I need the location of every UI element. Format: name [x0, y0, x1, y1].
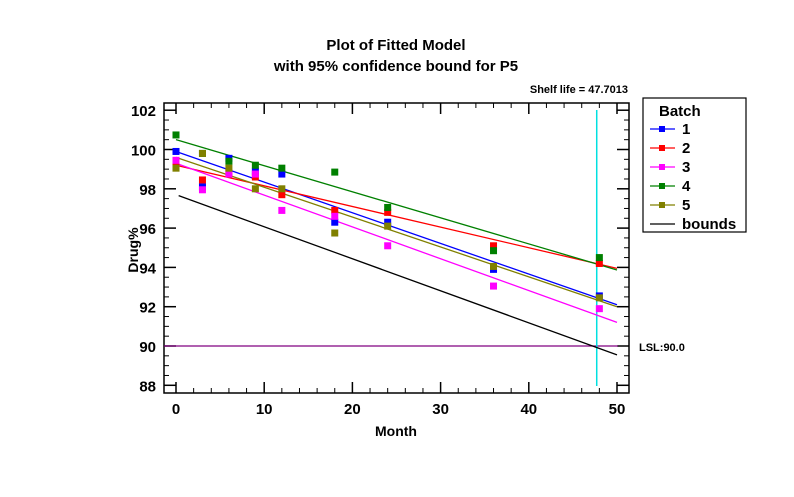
- legend-label: 3: [682, 159, 690, 176]
- legend-marker-4: [659, 183, 665, 189]
- legend-marker-3: [659, 164, 665, 170]
- plot-frame: [163, 102, 630, 394]
- x-tick-label: 30: [432, 401, 449, 418]
- data-point-batch-3: [331, 212, 339, 220]
- fit-line-batch-1: [175, 150, 618, 306]
- confidence-bound-line: [178, 195, 618, 356]
- data-point-batch-4: [172, 131, 180, 139]
- x-tick-label: 50: [609, 401, 626, 418]
- data-point-batch-3: [198, 186, 206, 194]
- fit-line-batch-5: [175, 156, 618, 308]
- data-point-batch-3: [251, 170, 259, 178]
- x-tick-label: 20: [344, 401, 361, 418]
- legend-label: bounds: [682, 216, 736, 233]
- y-tick-label: 100: [131, 143, 156, 160]
- data-point-batch-4: [490, 247, 498, 255]
- data-point-batch-2: [278, 191, 286, 199]
- y-tick-label: 98: [139, 182, 156, 199]
- fit-line-batch-4: [175, 139, 618, 271]
- y-tick-label: 92: [139, 300, 156, 317]
- data-point-batch-1: [278, 170, 286, 178]
- data-point-batch-5: [172, 164, 180, 172]
- data-point-batch-5: [198, 149, 206, 157]
- y-tick-label: 90: [139, 339, 156, 356]
- y-tick-label: 94: [139, 260, 156, 277]
- legend-label: 2: [682, 140, 690, 157]
- data-point-batch-4: [225, 157, 233, 165]
- shelf-life-annotation: Shelf life = 47.7013: [530, 84, 628, 96]
- data-point-batch-5: [595, 294, 603, 302]
- legend-label: 4: [682, 178, 691, 195]
- data-point-batch-5: [278, 185, 286, 193]
- x-tick-label: 10: [256, 401, 273, 418]
- fit-line-batch-2: [175, 164, 618, 270]
- y-tick-label: 88: [139, 378, 156, 395]
- data-point-batch-4: [278, 164, 286, 172]
- data-point-batch-2: [331, 206, 339, 214]
- data-point-batch-4: [384, 203, 392, 211]
- legend: Batch 1 2 3 4 5 bounds: [642, 97, 747, 233]
- chart-subtitle: with 95% confidence bound for P5: [273, 58, 518, 75]
- data-point-batch-3: [172, 156, 180, 164]
- data-point-batch-2: [198, 176, 206, 184]
- y-tick-label: 102: [131, 103, 156, 120]
- legend-marker-1: [659, 126, 665, 132]
- data-point-batch-2: [384, 208, 392, 216]
- data-point-batch-4: [331, 168, 339, 176]
- data-point-batch-2: [490, 242, 498, 250]
- data-point-batch-3: [384, 242, 392, 250]
- data-point-batch-2: [595, 259, 603, 267]
- legend-title: Batch: [659, 103, 701, 120]
- legend-marker-2: [659, 145, 665, 151]
- data-point-batch-1: [384, 218, 392, 226]
- data-point-batch-4: [251, 161, 259, 169]
- data-point-batch-5: [251, 185, 259, 193]
- data-point-batch-3: [595, 305, 603, 313]
- data-point-batch-1: [331, 218, 339, 226]
- x-axis-label: Month: [375, 423, 417, 439]
- data-point-batch-5: [331, 229, 339, 237]
- data-point-batch-5: [490, 262, 498, 270]
- y-tick-label: 96: [139, 221, 156, 238]
- data-point-batch-5: [384, 222, 392, 230]
- y-axis-label: Drug%: [125, 227, 141, 273]
- data-point-batch-1: [172, 147, 180, 155]
- data-point-batch-4: [595, 254, 603, 262]
- fit-line-batch-3: [175, 162, 618, 324]
- legend-label: 5: [682, 197, 690, 214]
- x-tick-label: 40: [520, 401, 537, 418]
- data-point-batch-3: [490, 282, 498, 290]
- data-point-batch-3: [278, 206, 286, 214]
- lsl-label: LSL:90.0: [639, 342, 685, 354]
- data-point-batch-3: [225, 170, 233, 178]
- legend-marker-5: [659, 202, 665, 208]
- x-tick-label: 0: [172, 401, 180, 418]
- chart-title: Plot of Fitted Model: [326, 37, 465, 54]
- data-point-batch-5: [225, 164, 233, 172]
- legend-label: 1: [682, 121, 690, 138]
